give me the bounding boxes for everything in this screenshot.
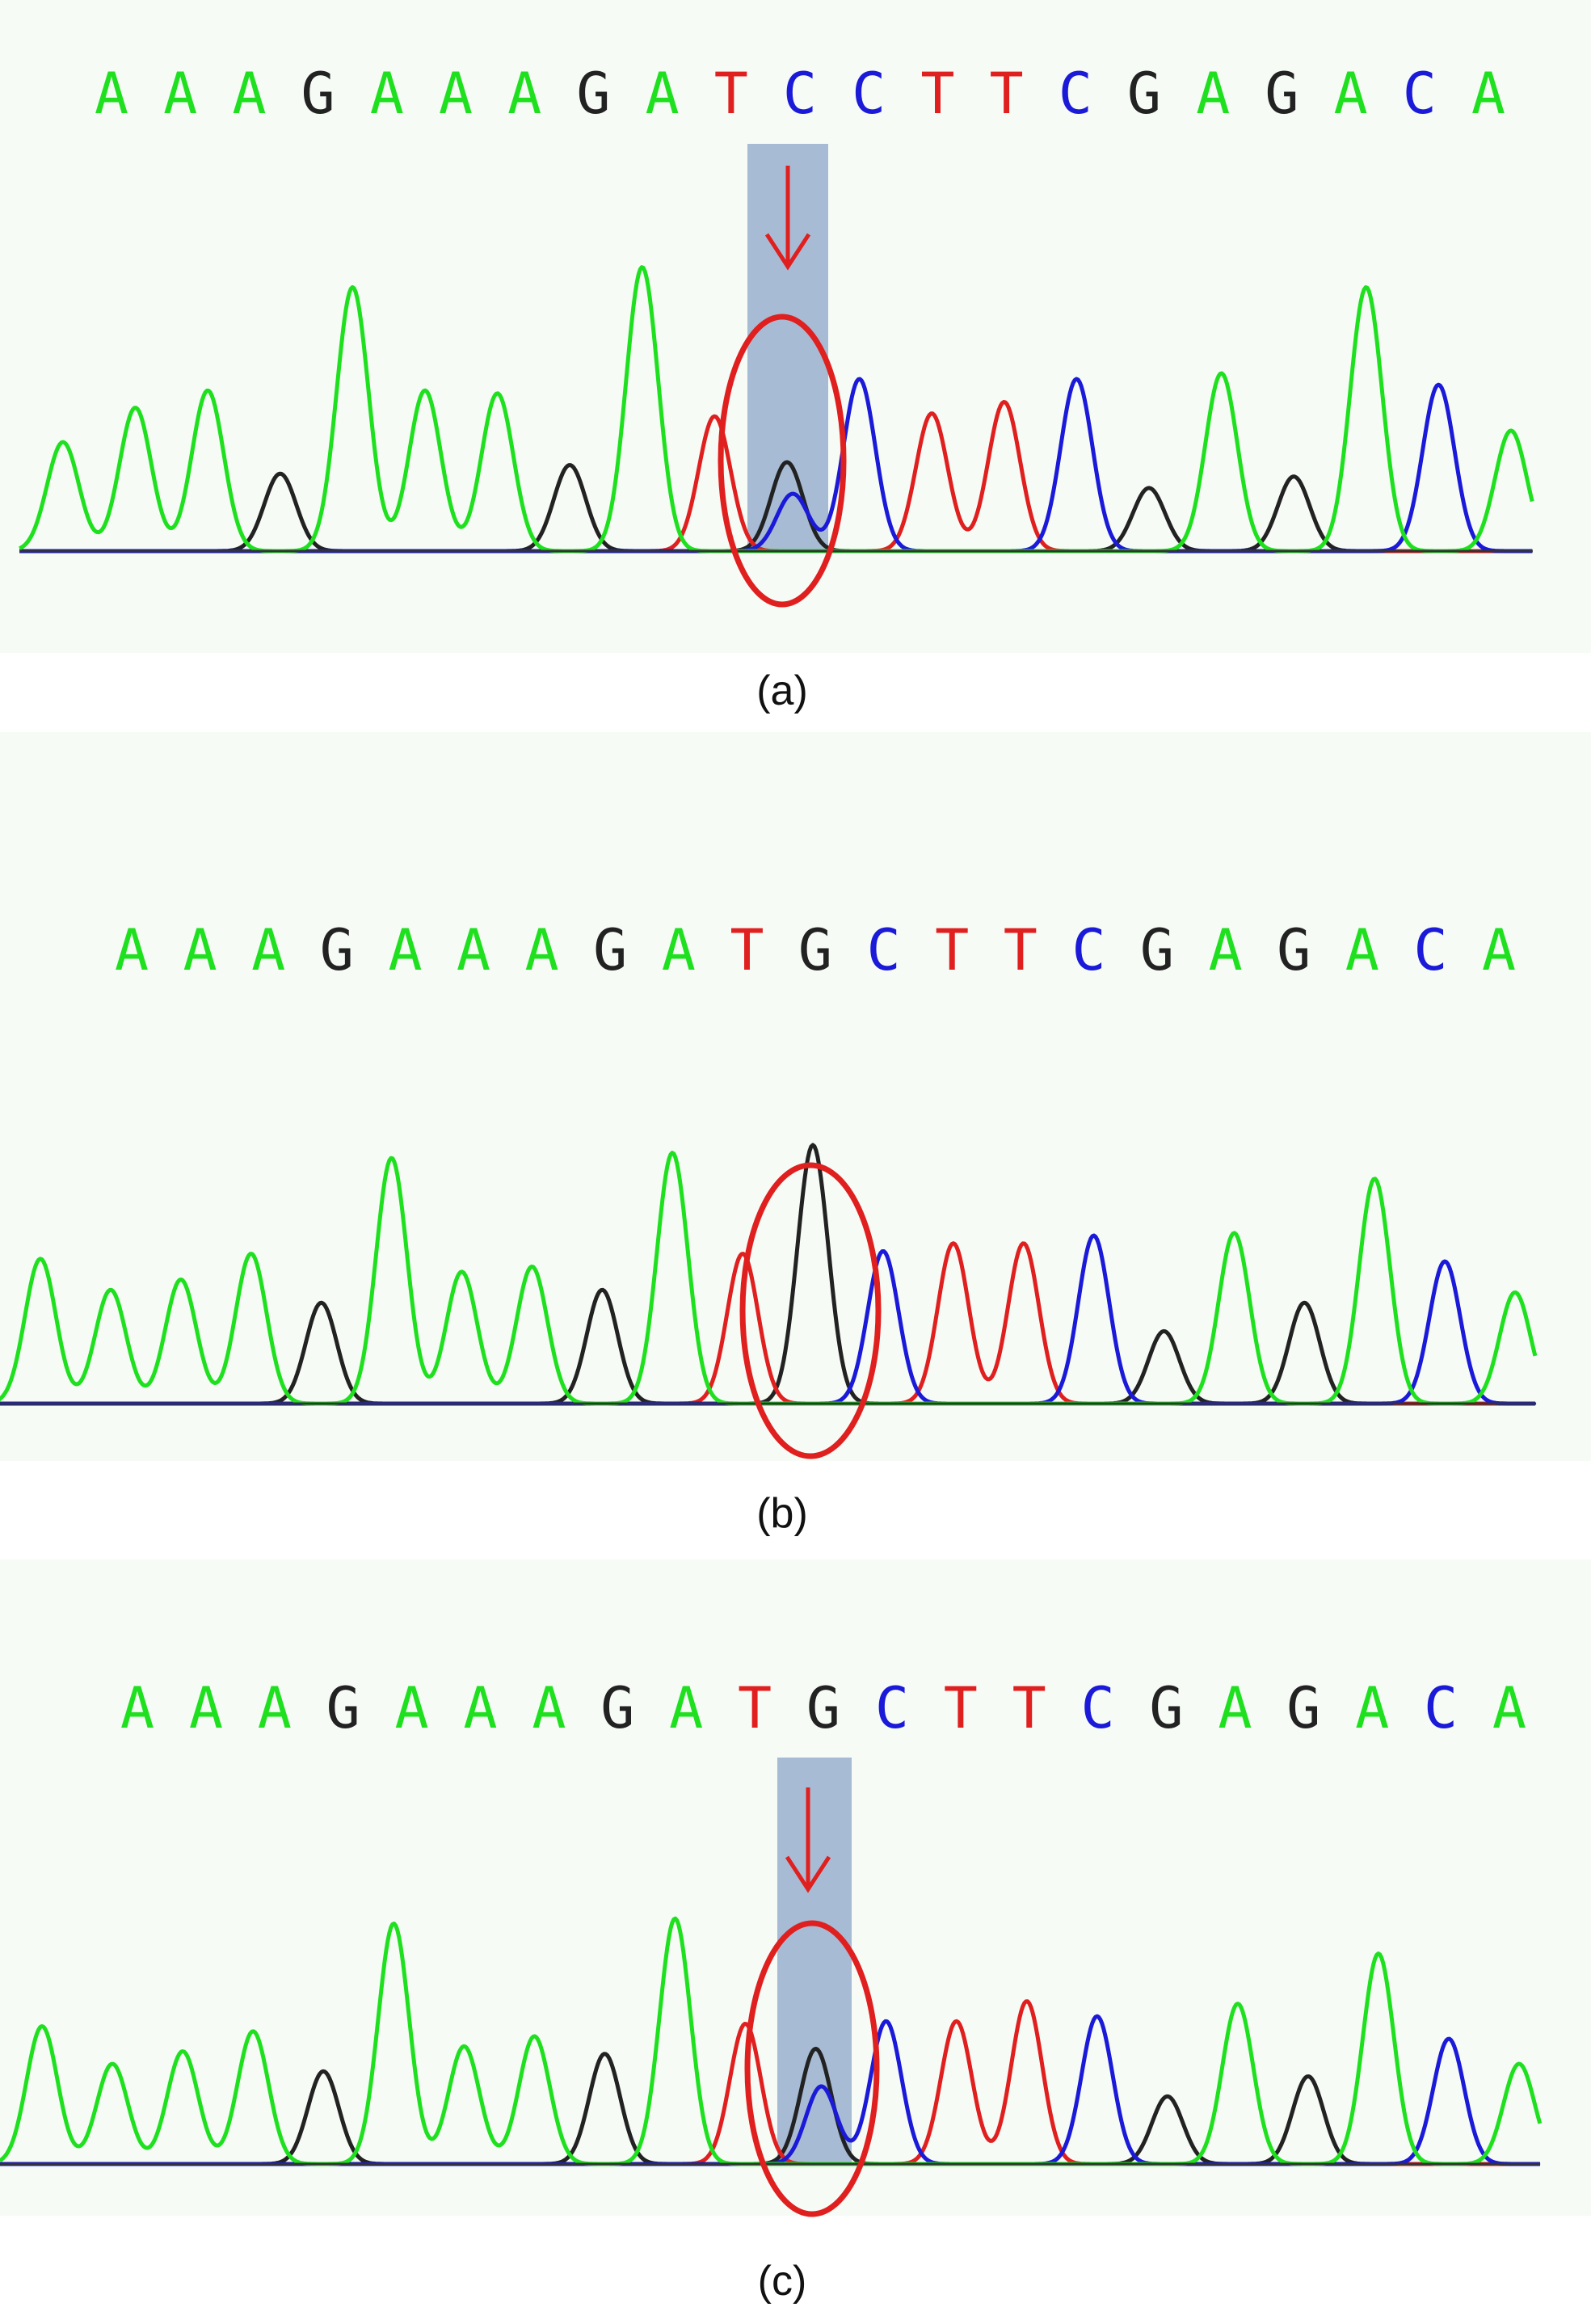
mutation-circle xyxy=(739,1162,882,1459)
base-call-A: A xyxy=(1334,61,1368,127)
base-call-G: G xyxy=(301,61,335,127)
base-call-G: G xyxy=(798,917,832,983)
base-call-A: A xyxy=(232,61,266,127)
base-call-A: A xyxy=(525,917,559,983)
base-call-A: A xyxy=(115,917,149,983)
base-call-C: C xyxy=(1059,61,1092,127)
trace-G xyxy=(19,460,1533,554)
base-call-C: C xyxy=(867,917,901,983)
base-call-C: C xyxy=(783,61,817,127)
base-call-A: A xyxy=(95,61,128,127)
panel-b-caption: (b) xyxy=(756,1490,808,1537)
base-call-A: A xyxy=(163,61,197,127)
base-call-C: C xyxy=(1403,61,1437,127)
base-call-T: T xyxy=(944,1675,978,1741)
base-call-A: A xyxy=(258,1675,292,1741)
base-call-G: G xyxy=(1277,917,1311,983)
base-call-G: G xyxy=(320,917,354,983)
base-call-C: C xyxy=(1071,917,1105,983)
base-call-G: G xyxy=(326,1675,360,1741)
base-call-A: A xyxy=(532,1675,566,1741)
base-call-T: T xyxy=(1012,1675,1046,1741)
base-call-G: G xyxy=(1149,1675,1183,1741)
base-call-C: C xyxy=(1081,1675,1115,1741)
base-call-G: G xyxy=(576,61,610,127)
base-call-A: A xyxy=(457,917,490,983)
base-call-A: A xyxy=(1492,1675,1526,1741)
mutation-arrow-icon xyxy=(764,166,811,271)
panel-c-caption: (c) xyxy=(758,2258,807,2305)
base-call-G: G xyxy=(1127,61,1161,127)
base-call-G: G xyxy=(1265,61,1298,127)
base-call-A: A xyxy=(463,1675,497,1741)
base-call-A: A xyxy=(1471,61,1505,127)
base-call-A: A xyxy=(507,61,541,127)
base-call-A: A xyxy=(439,61,473,127)
base-call-T: T xyxy=(730,917,764,983)
base-call-G: G xyxy=(806,1675,840,1741)
base-call-T: T xyxy=(935,917,969,983)
mutation-circle xyxy=(744,1920,880,2217)
base-call-A: A xyxy=(388,917,422,983)
base-call-C: C xyxy=(875,1675,909,1741)
panel-a-caption: (a) xyxy=(756,667,808,714)
base-call-A: A xyxy=(1355,1675,1389,1741)
base-call-A: A xyxy=(251,917,285,983)
base-call-A: A xyxy=(370,61,404,127)
mutation-circle xyxy=(718,314,847,608)
base-call-C: C xyxy=(1413,917,1447,983)
base-call-A: A xyxy=(646,61,680,127)
base-call-A: A xyxy=(662,917,696,983)
base-call-T: T xyxy=(738,1675,772,1741)
base-call-A: A xyxy=(395,1675,429,1741)
base-call-G: G xyxy=(593,917,627,983)
base-call-C: C xyxy=(852,61,886,127)
base-call-A: A xyxy=(1196,61,1230,127)
base-call-G: G xyxy=(600,1675,634,1741)
base-call-A: A xyxy=(189,1675,223,1741)
base-call-A: A xyxy=(1482,917,1516,983)
panel-b-trace xyxy=(0,1143,1538,1459)
base-call-A: A xyxy=(1345,917,1379,983)
base-call-A: A xyxy=(1218,1675,1252,1741)
base-call-A: A xyxy=(669,1675,703,1741)
panel-b-background xyxy=(0,732,1591,1461)
base-call-A: A xyxy=(120,1675,154,1741)
highlight-band xyxy=(777,1758,852,2163)
base-call-G: G xyxy=(1286,1675,1320,1741)
panel-c-trace xyxy=(0,1758,1543,2217)
panel-a-trace xyxy=(19,144,1534,608)
base-call-T: T xyxy=(1004,917,1038,983)
base-call-T: T xyxy=(714,61,748,127)
base-call-G: G xyxy=(1140,917,1174,983)
mutation-arrow-icon xyxy=(785,1787,831,1893)
base-call-C: C xyxy=(1424,1675,1458,1741)
base-call-T: T xyxy=(920,61,954,127)
base-call-A: A xyxy=(1209,917,1243,983)
base-call-A: A xyxy=(183,917,217,983)
base-call-T: T xyxy=(990,61,1024,127)
